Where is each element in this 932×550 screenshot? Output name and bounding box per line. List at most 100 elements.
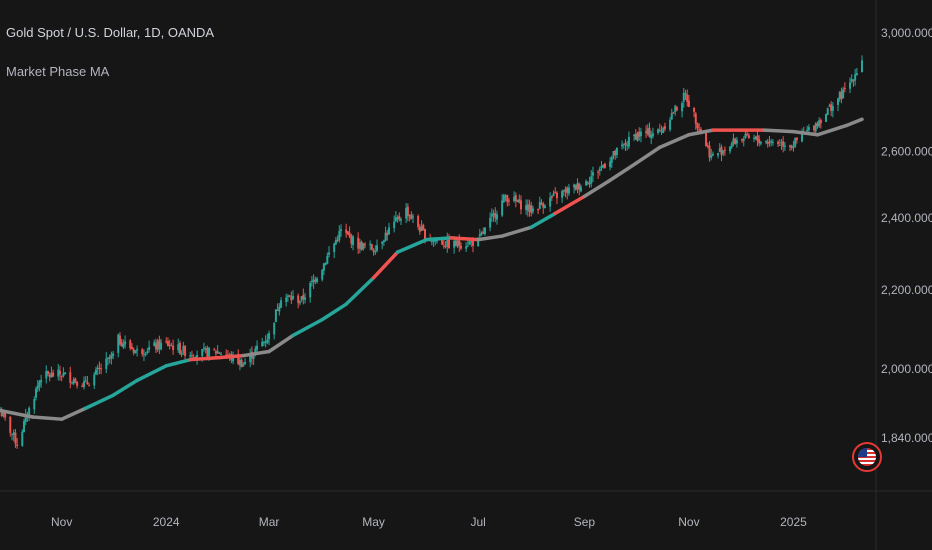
candle-body	[314, 279, 317, 282]
candle-body	[122, 343, 125, 348]
candle-body	[579, 186, 582, 192]
candle-body	[732, 138, 735, 144]
candle-body	[578, 183, 581, 190]
candle-body	[698, 129, 701, 131]
candle-body	[70, 382, 73, 384]
candle-body	[672, 112, 675, 114]
candle-body	[252, 355, 255, 360]
candle-body	[74, 378, 77, 383]
candle-body	[638, 131, 641, 137]
candle-body	[483, 227, 486, 235]
candle-body	[825, 113, 828, 122]
candle-body	[112, 353, 115, 357]
candle-body	[519, 200, 522, 210]
candle-body	[242, 364, 245, 367]
ma-segment	[217, 353, 246, 360]
candle-body	[554, 192, 557, 194]
candle-body	[636, 133, 639, 141]
candle-body	[550, 195, 553, 198]
candle-body	[586, 182, 589, 184]
candle-body	[58, 370, 61, 375]
candle-body	[422, 224, 425, 230]
candle-body	[324, 263, 327, 265]
candle-body	[424, 228, 427, 241]
ma-segment	[291, 317, 324, 338]
candle-body	[816, 123, 819, 126]
candle-body	[597, 171, 600, 173]
candle-body	[153, 342, 156, 346]
candle-body	[675, 107, 678, 111]
candle-body	[10, 433, 13, 435]
candle-body	[244, 361, 247, 365]
candle-body	[196, 355, 199, 359]
candle-body	[170, 345, 173, 347]
candle-body	[687, 100, 690, 107]
candle-body	[328, 252, 331, 255]
candle-body	[182, 345, 185, 352]
candle-body	[768, 142, 771, 144]
candle-body	[312, 279, 315, 283]
x-tick-label: Sep	[574, 515, 596, 529]
ma-segment	[0, 408, 35, 419]
y-tick-label: 2,200.000	[881, 283, 932, 297]
candle-body	[72, 379, 75, 384]
candle-body	[358, 242, 361, 249]
candle-body	[838, 92, 841, 100]
candle-body	[352, 236, 355, 246]
candle-body	[734, 138, 737, 144]
candle-body	[62, 372, 65, 376]
candle-body	[382, 240, 385, 243]
x-tick-label: Nov	[678, 515, 699, 529]
candle-body	[699, 129, 702, 133]
candle-body	[612, 151, 615, 157]
candle-body	[297, 295, 300, 303]
candle-body	[830, 104, 833, 111]
candle-body	[117, 334, 120, 353]
candle-body	[478, 234, 481, 237]
candle-body	[334, 240, 337, 245]
candle-body	[394, 217, 397, 222]
candle-body	[780, 142, 783, 144]
us-flag-icon[interactable]	[852, 442, 882, 472]
candle-body	[624, 142, 627, 146]
ma-segment	[476, 234, 504, 242]
candle-body	[434, 240, 437, 242]
candle-body	[204, 348, 207, 350]
candle-body	[456, 240, 459, 247]
candle-body	[300, 296, 303, 301]
candle-body	[374, 251, 377, 253]
candle-body	[262, 341, 265, 343]
candle-body	[480, 232, 483, 235]
candle-body	[57, 369, 60, 377]
candle-body	[627, 136, 630, 147]
candle-body	[831, 105, 834, 111]
candle-body	[576, 182, 579, 190]
ma-segment	[344, 275, 376, 306]
ma-segment	[791, 129, 820, 137]
indicator-label[interactable]: Market Phase MA	[6, 64, 110, 79]
candle-body	[753, 138, 756, 140]
candle-body	[110, 354, 113, 359]
candle-body	[146, 351, 149, 354]
candle-body	[516, 199, 519, 202]
candle-body	[190, 355, 193, 357]
candle-body	[446, 239, 449, 247]
candle-body	[514, 195, 517, 201]
candle-body	[52, 372, 55, 377]
candle-body	[778, 144, 781, 146]
x-tick-label: Mar	[259, 515, 280, 529]
candle-body	[502, 195, 505, 202]
candle-body	[454, 240, 457, 246]
ma-segment	[320, 302, 348, 322]
candle-body	[406, 206, 409, 216]
candle-body	[670, 113, 673, 120]
candle-body	[381, 241, 384, 244]
candle-body	[82, 381, 85, 388]
candle-body	[81, 385, 84, 388]
candle-body	[561, 191, 564, 198]
candle-body	[64, 372, 67, 375]
candle-body	[158, 339, 161, 349]
candle-body	[118, 335, 121, 344]
x-tick-label: May	[362, 515, 385, 529]
